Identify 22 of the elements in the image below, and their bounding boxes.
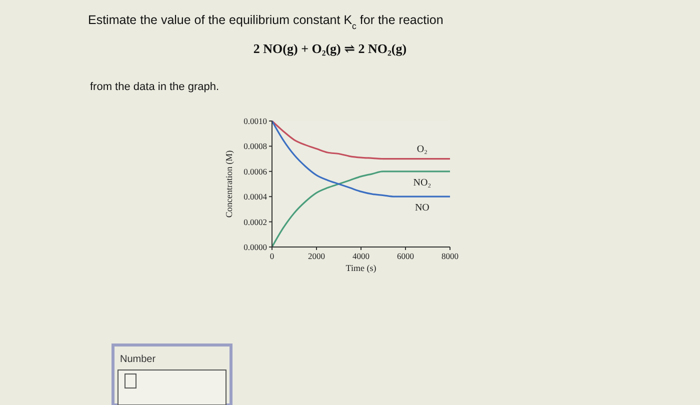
line-series: [271, 120, 451, 198]
y-tick-label: 0.0006: [244, 166, 267, 176]
x-tick-label: 2000: [308, 251, 325, 261]
y-tick-label: 0.0000: [244, 242, 267, 252]
series-label: O₂: [416, 144, 428, 155]
y-tick-label: 0.0008: [244, 141, 267, 152]
y-axis-title: Concentration (M): [224, 150, 234, 218]
x-tick-label: 0: [270, 251, 274, 261]
series-label: NO₂: [413, 177, 432, 188]
text: from the data in the graph.: [90, 81, 220, 93]
y-tick-label: 0.0004: [244, 192, 268, 202]
chart-title: Estimate the value of the equilibrium constant K$_{c}$ for the reaction: [88, 13, 444, 31]
y-tick-label: 0.0010: [244, 116, 267, 126]
text: Number: [120, 354, 156, 365]
series-label: NO: [414, 202, 430, 214]
x-tick-label: 6000: [397, 251, 414, 261]
y-tick-label: 0.0002: [244, 216, 267, 227]
chart-subtitle: 2 NO(g) + O₂(g) ⇌ 2 NO₂(g): [253, 41, 407, 56]
line-series: [271, 120, 451, 160]
x-axis-title: Time (s): [346, 263, 376, 273]
x-tick-label: 4000: [352, 251, 370, 261]
x-tick-label: 8000: [442, 251, 458, 261]
